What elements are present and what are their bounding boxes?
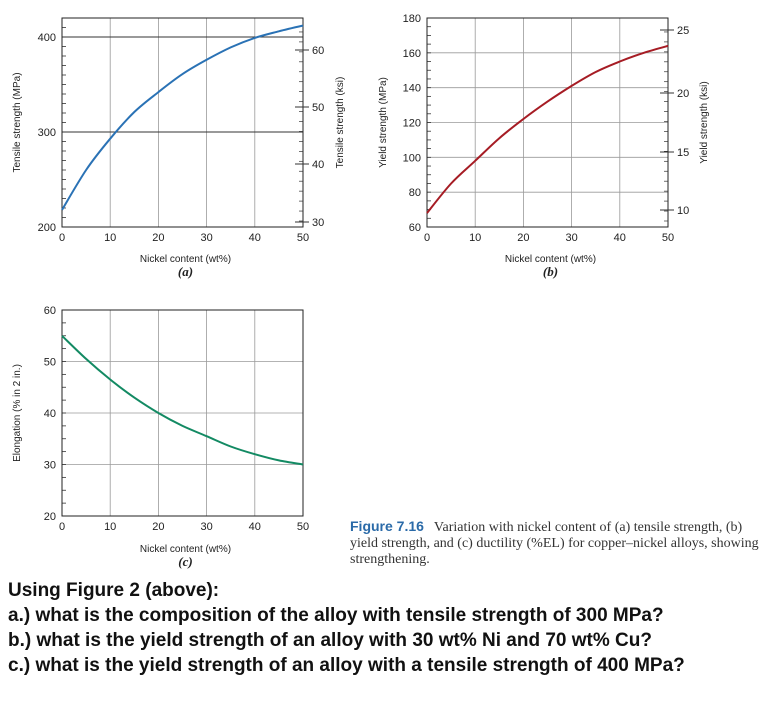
panel-b-frame	[426, 17, 669, 228]
panel-a-x-tick-label: 30	[200, 232, 212, 244]
panel-b-series-line	[426, 44, 669, 214]
panel-b-y-tick-label: 100	[403, 152, 421, 164]
panel-b-right-tick-label: 10	[677, 205, 689, 217]
panel-b-y-tick-label: 180	[403, 13, 421, 25]
panel-b-x-tick-label: 50	[662, 232, 674, 244]
panel-b-y-tick-label: 120	[403, 118, 421, 130]
panel-a-ylabel-left: Tensile strength (MPa)	[12, 72, 23, 172]
panel-c-y-tick-label: 50	[44, 357, 56, 369]
panel-a-y-tick-label: 200	[38, 222, 56, 234]
panel-b-ylabel-right: Yield strength (ksi)	[699, 81, 710, 163]
panel-a-right-tick-label: 50	[312, 102, 324, 114]
panel-b-xlabel: Nickel content (wt%)	[505, 254, 596, 265]
panel-b-y-tick-label: 160	[403, 48, 421, 60]
panel-a-frame	[61, 17, 304, 228]
question-block: Using Figure 2 (above): a.) what is the …	[8, 578, 768, 678]
panel-a-right-tick-label: 40	[312, 159, 324, 171]
panel-b-y-tick-label: 140	[403, 83, 421, 95]
panel-c	[61, 309, 304, 517]
panel-c-y-tick-label: 30	[44, 460, 56, 472]
panel-c-ylabel-left: Elongation (% in 2 in.)	[12, 364, 23, 462]
panel-a-right-tick-label: 60	[312, 45, 324, 57]
question-intro: Using Figure 2 (above):	[8, 580, 220, 601]
panel-a-series-line	[61, 24, 304, 211]
panel-c-x-tick-label: 30	[200, 521, 212, 533]
panel-b-y-tick-label: 60	[409, 222, 421, 234]
panel-b-x-tick-label: 10	[469, 232, 481, 244]
question-c: c.) what is the yield strength of an all…	[8, 655, 685, 676]
panel-a-y-tick-label: 300	[38, 127, 56, 139]
panel-b-x-tick-label: 40	[614, 232, 626, 244]
panel-b-x-tick-label: 20	[517, 232, 529, 244]
panel-c-y-tick-label: 20	[44, 511, 56, 523]
panel-a-x-tick-label: 50	[297, 232, 309, 244]
panel-a-x-tick-label: 0	[59, 232, 65, 244]
panel-a-ylabel-right: Tensile strength (ksi)	[335, 77, 346, 169]
figure-caption-text: Variation with nickel content of (a) ten…	[350, 520, 759, 567]
question-b: b.) what is the yield strength of an all…	[8, 630, 652, 651]
panel-c-frame	[61, 309, 304, 517]
panel-b-x-tick-label: 0	[424, 232, 430, 244]
panel-a-y-tick-label: 400	[38, 32, 56, 44]
panel-c-series-line	[61, 335, 304, 466]
panel-c-x-tick-label: 10	[104, 521, 116, 533]
panel-b-y-tick-label: 80	[409, 187, 421, 199]
panel-b-right-tick-label: 20	[677, 88, 689, 100]
panel-b-panel-label: (b)	[543, 264, 558, 279]
panel-c-panel-label: (c)	[178, 554, 192, 569]
panel-c-x-tick-label: 0	[59, 521, 65, 533]
panel-a-right-tick-label: 30	[312, 217, 324, 229]
panel-a-x-tick-label: 20	[152, 232, 164, 244]
panel-a-panel-label: (a)	[178, 264, 193, 279]
panel-c-x-tick-label: 50	[297, 521, 309, 533]
panel-c-xlabel: Nickel content (wt%)	[140, 544, 231, 555]
panel-b-right-tick-label: 15	[677, 147, 689, 159]
panel-a-x-tick-label: 10	[104, 232, 116, 244]
figure-caption: Figure 7.16 Variation with nickel content…	[350, 518, 765, 568]
panel-a	[61, 17, 309, 228]
panel-c-x-tick-label: 40	[249, 521, 261, 533]
question-a: a.) what is the composition of the alloy…	[8, 605, 664, 626]
panel-c-y-tick-label: 60	[44, 305, 56, 317]
panel-b-right-tick-label: 25	[677, 25, 689, 37]
panel-c-x-tick-label: 20	[152, 521, 164, 533]
panel-b	[426, 17, 674, 228]
panel-c-y-tick-label: 40	[44, 408, 56, 420]
panel-b-ylabel-left: Yield strength (MPa)	[378, 77, 389, 168]
panel-b-x-tick-label: 30	[565, 232, 577, 244]
panel-a-x-tick-label: 40	[249, 232, 261, 244]
figure-caption-label: Figure 7.16	[350, 518, 424, 534]
panel-a-xlabel: Nickel content (wt%)	[140, 254, 231, 265]
